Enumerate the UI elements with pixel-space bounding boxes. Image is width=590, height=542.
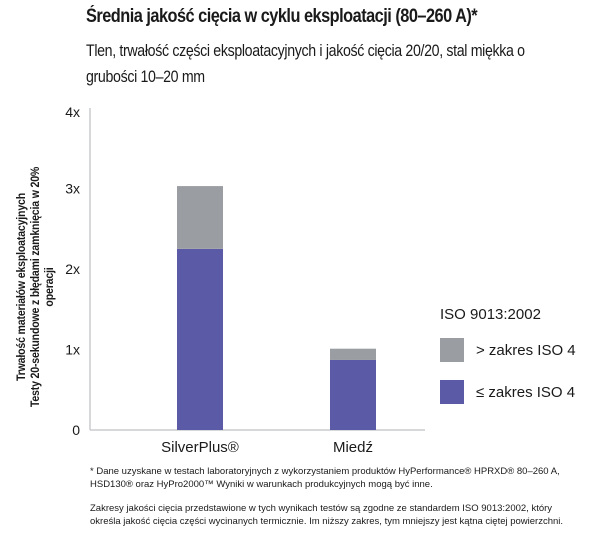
x-tick-label: Miedź [333,439,373,456]
y-tick-label: 4x [65,104,80,120]
legend-title: ISO 9013:2002 [440,306,541,323]
y-tick-label: 2x [65,261,80,277]
legend-swatch-within-iso4 [440,380,464,404]
y-tick-label: 1x [65,342,80,358]
chart-subtitle: Tlen, trwałość części eksploatacyjnych i… [86,42,525,86]
legend-label-within-iso4: ≤ zakres ISO 4 [476,383,576,401]
legend-label-above-iso4: > zakres ISO 4 [476,341,576,359]
chart-title: Średnia jakość cięcia w cyklu eksploatac… [86,6,478,27]
bar-within-iso4-miedz [330,359,376,430]
bar-above-iso4-miedz [330,348,376,360]
legend-item-within-iso4: ≤ zakres ISO 4 [440,380,575,404]
legend-item-above-iso4: > zakres ISO 4 [440,338,576,362]
bar-above-iso4-silverplus [177,186,223,249]
y-tick-label: 0 [72,422,80,438]
bar-within-iso4-silverplus [177,248,223,430]
x-tick-label: SilverPlus® [161,439,239,456]
y-tick-label: 3x [65,181,80,197]
footnote-iso-range: Zakresy jakości cięcia przedstawione w t… [90,503,564,527]
legend-swatch-above-iso4 [440,338,464,362]
footnote-test-data: * Dane uzyskane w testach laboratoryjnyc… [90,466,560,490]
